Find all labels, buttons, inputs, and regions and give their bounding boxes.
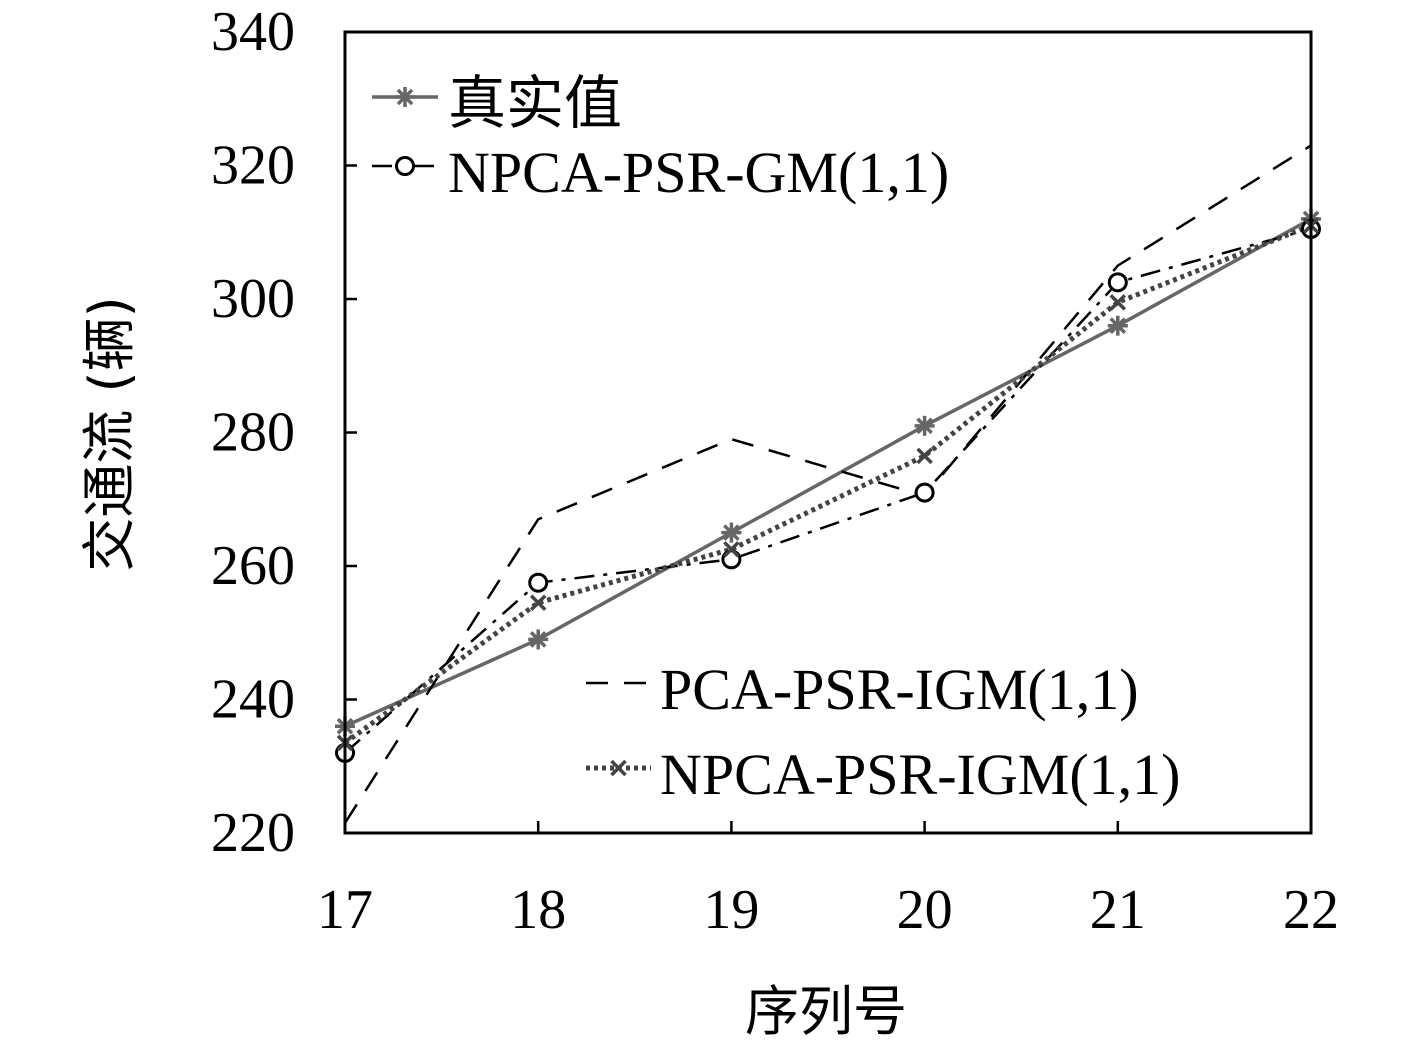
y-axis-label: 交通流 (辆): [78, 296, 141, 571]
series-1-point-1: [528, 572, 549, 593]
series-0-point-2: [721, 522, 742, 543]
y-tick-label-1: 240: [211, 669, 295, 731]
series-0-point-4: [1107, 315, 1128, 336]
series-line-3: [343, 223, 1312, 745]
x-axis-label: 序列号: [745, 980, 907, 1042]
x-tick-label-3: 20: [897, 879, 953, 941]
series-3-point-2: [723, 541, 740, 558]
legend-label-3: NPCA-PSR-IGM(1,1): [660, 742, 1180, 807]
ticks: 17 18 19 20 21 22 220 240 260 280 300 320 340: [211, 1, 1339, 941]
y-tick-label-4: 300: [211, 268, 295, 330]
series-line-0: [344, 217, 1312, 728]
y-tick-label-2: 260: [211, 535, 295, 597]
legend-label-1: NPCA-PSR-GM(1,1): [448, 140, 949, 205]
x-tick-label-5: 22: [1283, 879, 1339, 941]
plot-area: [335, 144, 1321, 824]
legend-marker-0: [395, 87, 415, 107]
legend-label-2: PCA-PSR-IGM(1,1): [660, 657, 1139, 722]
x-tick-label-0: 17: [317, 879, 373, 941]
x-tick-label-1: 18: [510, 879, 566, 941]
legend-marker-1: [395, 156, 415, 176]
series-3-point-1: [529, 594, 547, 611]
y-tick-label-3: 280: [211, 402, 295, 464]
y-tick-label-5: 320: [211, 135, 295, 197]
series-1-point-4: [1107, 272, 1128, 293]
series-0-point-1: [528, 629, 549, 650]
x-tick-label-2: 19: [703, 879, 759, 941]
series-line-1: [344, 227, 1312, 754]
y-tick-label-0: 220: [211, 802, 295, 864]
y-tick-label-6: 340: [211, 1, 295, 63]
x-tick-label-4: 21: [1090, 879, 1146, 941]
series-line-2: [343, 144, 1312, 824]
series-3-point-4: [1109, 294, 1127, 311]
series-1-point-3: [914, 482, 935, 503]
legend-marker-3: [610, 759, 627, 777]
legend-label-0: 真实值: [448, 71, 622, 136]
series-0-point-3: [914, 415, 935, 436]
series-3-point-3: [916, 447, 933, 465]
